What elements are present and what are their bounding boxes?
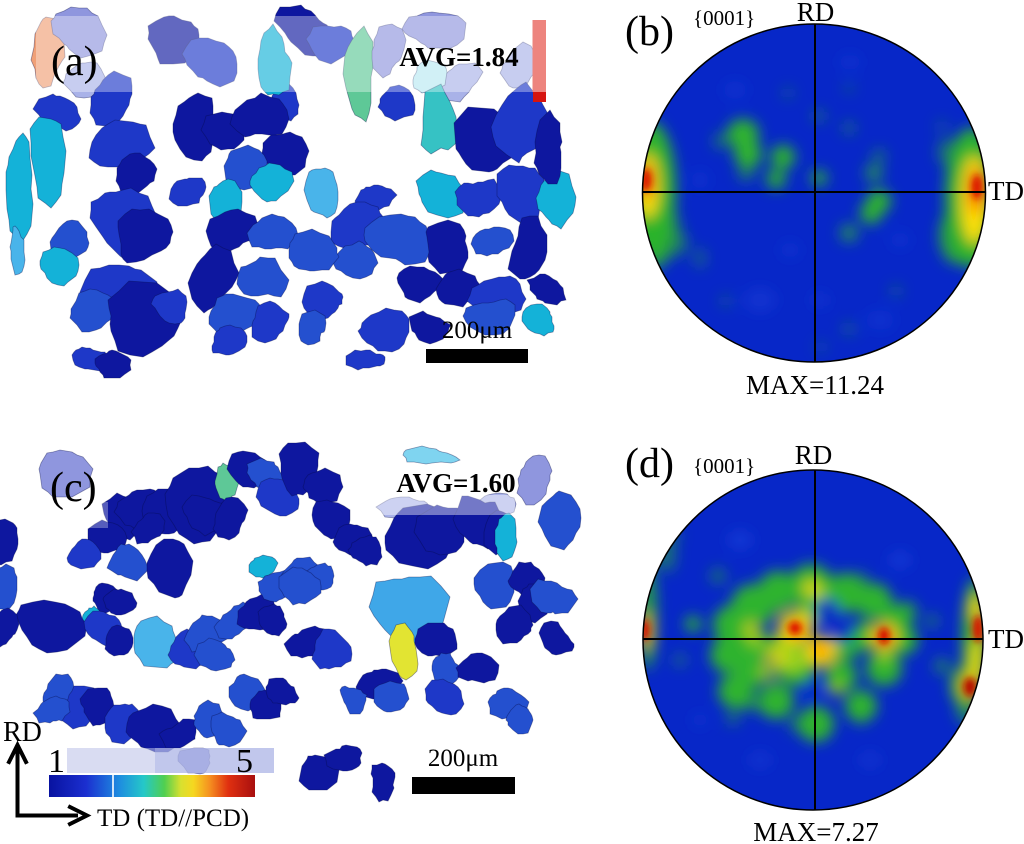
svg-text:TD (TD//PCD): TD (TD//PCD) <box>97 805 249 832</box>
svg-text:(c): (c) <box>50 465 97 511</box>
svg-text:TD: TD <box>988 624 1024 654</box>
svg-text:200μm: 200μm <box>428 745 499 772</box>
svg-text:MAX=7.27: MAX=7.27 <box>753 817 878 844</box>
svg-text:MAX=11.24: MAX=11.24 <box>746 370 884 400</box>
svg-text:RD: RD <box>797 0 835 27</box>
svg-text:{0001}: {0001} <box>693 454 755 478</box>
svg-text:(d): (d) <box>625 441 674 487</box>
svg-text:TD: TD <box>988 176 1024 206</box>
svg-text:AVG=1.60: AVG=1.60 <box>396 468 515 498</box>
svg-text:(a): (a) <box>51 39 98 85</box>
svg-text:5: 5 <box>236 743 253 780</box>
svg-text:(b): (b) <box>625 9 674 55</box>
svg-text:AVG=1.84: AVG=1.84 <box>399 42 518 72</box>
svg-text:{0001}: {0001} <box>693 6 755 30</box>
svg-text:200μm: 200μm <box>442 317 513 344</box>
svg-text:1: 1 <box>48 743 65 780</box>
svg-text:RD: RD <box>795 440 833 470</box>
svg-text:RD: RD <box>3 717 42 748</box>
